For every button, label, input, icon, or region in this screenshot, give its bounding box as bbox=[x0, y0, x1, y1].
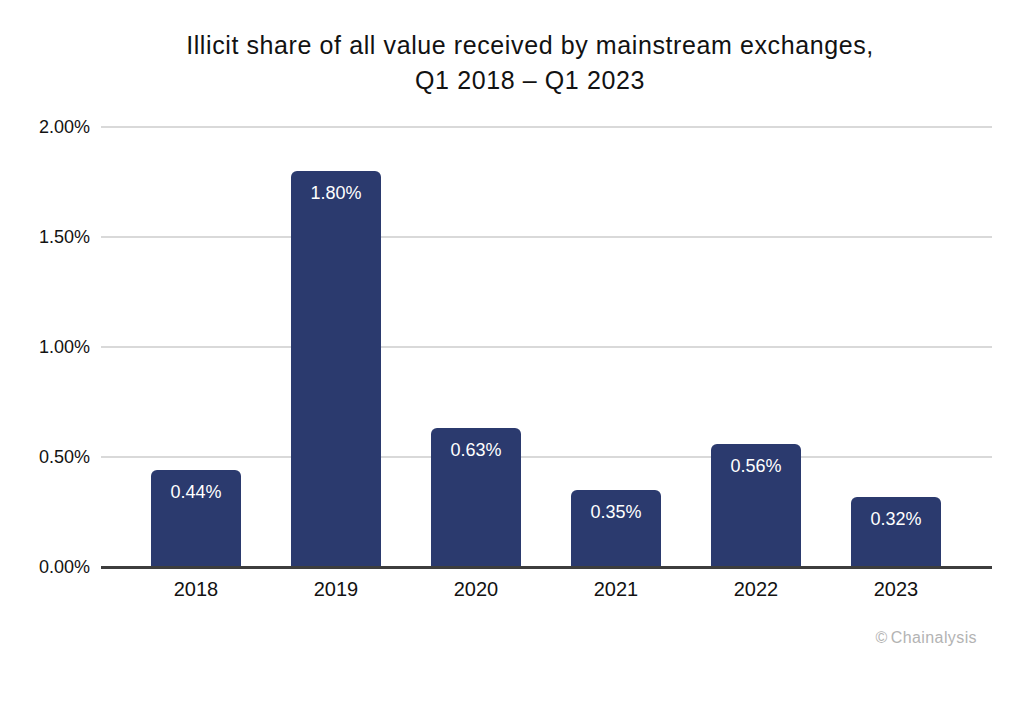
x-axis-label-2021: 2021 bbox=[556, 577, 676, 601]
gridline bbox=[101, 346, 992, 348]
x-axis-label-2023: 2023 bbox=[836, 577, 956, 601]
y-axis-tick-label: 1.00% bbox=[0, 336, 90, 358]
bar-2021: 0.35% bbox=[571, 490, 661, 567]
y-axis-tick-label: 2.00% bbox=[0, 116, 90, 138]
chart-title-line2: Q1 2018 – Q1 2023 bbox=[36, 63, 1024, 98]
chart-title-line1: Illicit share of all value received by m… bbox=[36, 28, 1024, 63]
bar-2023: 0.32% bbox=[851, 497, 941, 567]
bar-value-label: 0.44% bbox=[151, 470, 241, 503]
bar-value-label: 1.80% bbox=[291, 171, 381, 204]
y-axis-tick-label: 0.00% bbox=[0, 556, 90, 578]
chart-container: Illicit share of all value received by m… bbox=[0, 0, 1024, 703]
bar-value-label: 0.63% bbox=[431, 428, 521, 461]
y-axis-tick-label: 1.50% bbox=[0, 226, 90, 248]
plot-area: 0.00%0.50%1.00%1.50%2.00%0.44%20181.80%2… bbox=[101, 127, 992, 567]
gridline bbox=[101, 456, 992, 458]
x-axis-label-2019: 2019 bbox=[276, 577, 396, 601]
copyright-icon: © bbox=[876, 629, 888, 646]
gridline bbox=[101, 126, 992, 128]
watermark-label: Chainalysis bbox=[891, 629, 977, 646]
x-axis-label-2022: 2022 bbox=[696, 577, 816, 601]
bar-2019: 1.80% bbox=[291, 171, 381, 567]
x-axis-line bbox=[101, 566, 992, 569]
bar-2020: 0.63% bbox=[431, 428, 521, 567]
bar-value-label: 0.56% bbox=[711, 444, 801, 477]
chart-title: Illicit share of all value received by m… bbox=[36, 28, 1024, 98]
x-axis-label-2018: 2018 bbox=[136, 577, 256, 601]
bar-value-label: 0.32% bbox=[851, 497, 941, 530]
y-axis-tick-label: 0.50% bbox=[0, 446, 90, 468]
gridline bbox=[101, 236, 992, 238]
watermark: ©Chainalysis bbox=[876, 629, 977, 647]
bar-2022: 0.56% bbox=[711, 444, 801, 567]
bar-2018: 0.44% bbox=[151, 470, 241, 567]
x-axis-label-2020: 2020 bbox=[416, 577, 536, 601]
bar-value-label: 0.35% bbox=[571, 490, 661, 523]
